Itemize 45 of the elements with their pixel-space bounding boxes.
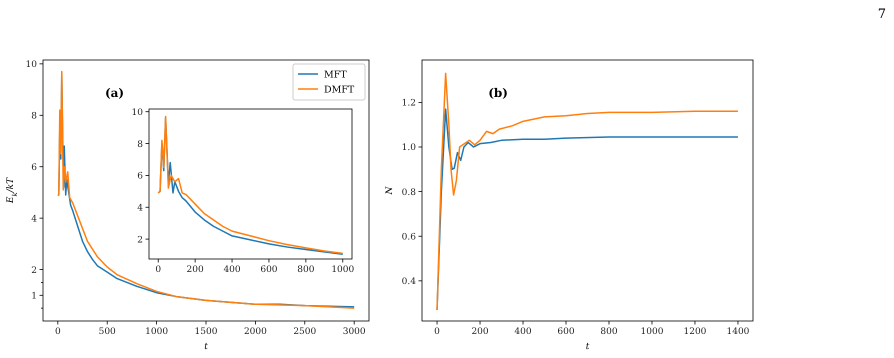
x-tick-label: 400 (223, 265, 241, 275)
x-tick-label: 1000 (640, 327, 664, 337)
x-tick-label: 200 (471, 327, 489, 337)
x-axis-title: t (586, 342, 590, 352)
y-tick-label: 2 (31, 266, 37, 276)
x-tick-label: 800 (297, 265, 315, 275)
x-tick-label: 0 (54, 327, 61, 337)
y-tick-label: 4 (31, 214, 38, 224)
y-tick-label: 1 (31, 291, 37, 302)
x-tick-label: 0 (434, 327, 440, 337)
y-tick-label: 6 (137, 172, 144, 182)
x-tick-label: 3000 (342, 327, 366, 337)
y-tick-label: 10 (26, 60, 38, 70)
y-axis-title: N (385, 185, 395, 196)
y-tick-label: 10 (132, 108, 144, 118)
text: 7 (878, 7, 886, 22)
y-tick-label: 8 (137, 140, 144, 150)
y-tick-label: 1.0 (402, 143, 416, 154)
x-tick-label: 1200 (684, 327, 707, 337)
x-tick-label: 1400 (726, 327, 750, 337)
annotation: (b) (488, 86, 508, 100)
x-tick-label: 500 (98, 327, 116, 337)
y-tick-label: 0.8 (402, 188, 416, 198)
x-axis-title: t (204, 342, 208, 352)
x-tick-label: 0 (155, 265, 162, 275)
annotation: (a) (104, 86, 124, 100)
y-tick-label: 2 (137, 235, 143, 246)
x-tick-label: 200 (186, 265, 204, 275)
x-tick-label: 600 (260, 265, 278, 275)
x-tick-label: 1000 (145, 327, 168, 337)
y-tick-label: 8 (31, 111, 38, 122)
y-tick-label: 4 (137, 203, 144, 214)
x-tick-label: 1000 (331, 265, 354, 275)
x-tick-label: 2000 (244, 327, 268, 337)
x-tick-label: 2500 (293, 327, 317, 337)
legend-label: MFT (324, 70, 348, 80)
legend-label: DMFT (324, 84, 355, 96)
x-tick-label: 1500 (194, 327, 218, 337)
y-tick-label: 0.6 (402, 232, 416, 242)
y-tick-label: 1.2 (402, 98, 416, 109)
x-tick-label: 800 (600, 327, 618, 337)
y-tick-label: 6 (31, 162, 38, 173)
x-tick-label: 600 (557, 327, 575, 337)
y-tick-label: 0.4 (402, 277, 416, 288)
x-tick-label: 400 (514, 327, 532, 337)
